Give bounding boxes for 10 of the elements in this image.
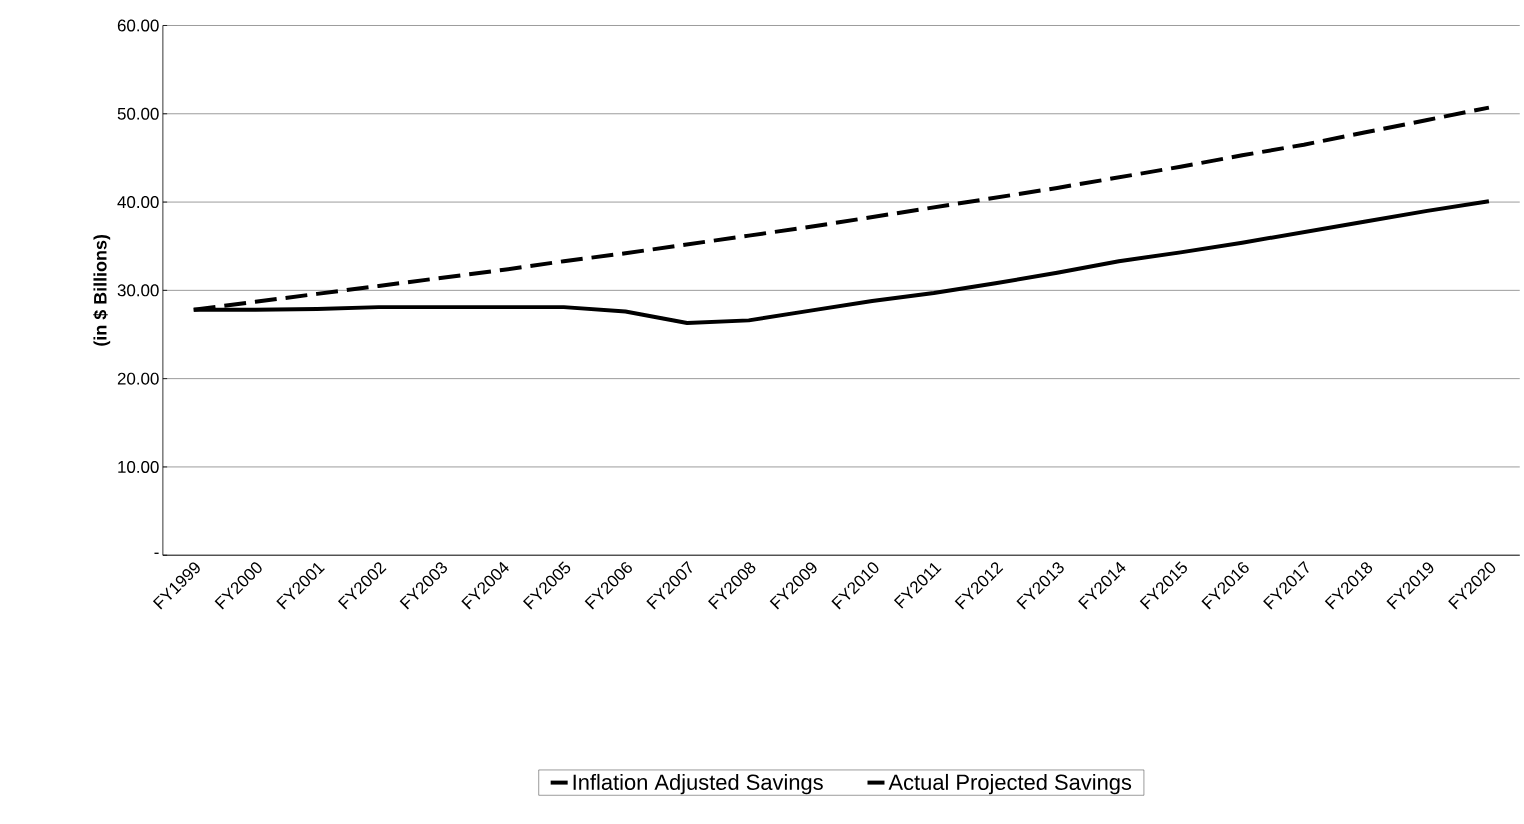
y-tick-label: 40.00 bbox=[117, 195, 159, 208]
y-tick-label: - bbox=[154, 552, 159, 554]
legend-label: Inflation Adjusted Savings bbox=[573, 773, 823, 795]
y-axis-title: (in $ Billions) bbox=[93, 234, 111, 346]
y-tick-label: 30.00 bbox=[117, 284, 159, 297]
legend-label: Actual Projected Savings bbox=[888, 773, 1132, 795]
y-tick-label: 50.00 bbox=[117, 107, 159, 120]
y-tick-label: 10.00 bbox=[118, 460, 159, 473]
y-tick-label: 20.00 bbox=[117, 372, 159, 385]
y-tick-label: 60.00 bbox=[117, 19, 159, 32]
